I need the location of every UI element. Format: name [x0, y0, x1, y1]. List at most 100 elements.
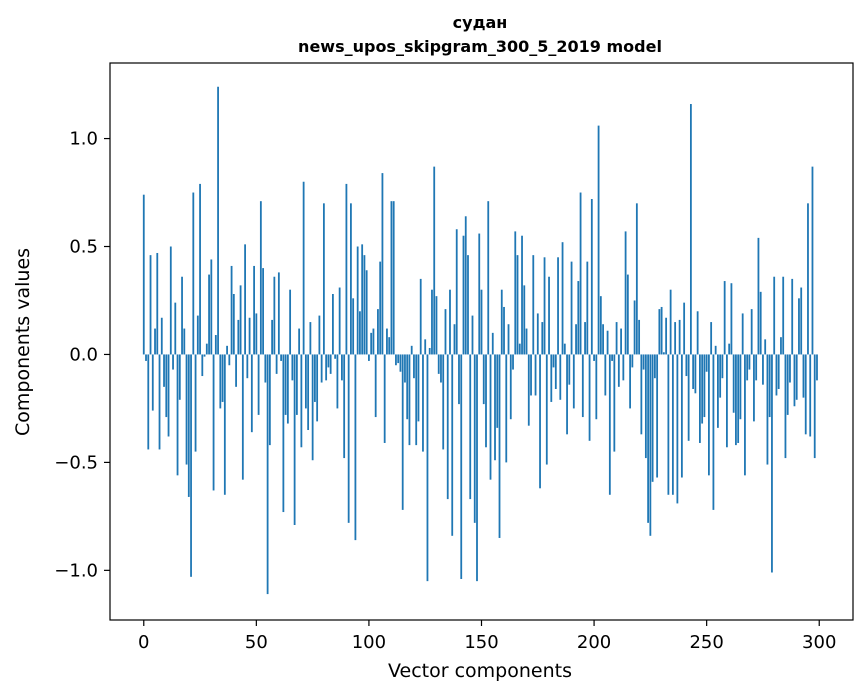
bar [268, 354, 271, 446]
bar [293, 354, 296, 525]
bar [566, 354, 568, 435]
bar [478, 233, 481, 355]
bar [401, 354, 404, 510]
bar [784, 354, 787, 459]
bar [543, 257, 546, 355]
bar [313, 354, 316, 402]
bar [717, 354, 719, 428]
bar [419, 278, 422, 355]
bar [735, 354, 737, 446]
bar [455, 229, 458, 355]
bar [210, 259, 213, 355]
bar [221, 354, 224, 402]
bar [802, 354, 805, 398]
bar [489, 354, 492, 480]
bar [793, 354, 796, 407]
bar [163, 354, 165, 387]
bar [674, 322, 677, 355]
bar [759, 291, 762, 355]
bar [507, 324, 510, 355]
bar [604, 354, 607, 396]
bar [480, 289, 483, 355]
bar [325, 354, 328, 381]
bar [748, 354, 751, 370]
y-axis-ticks: −1.0 −0.5 0.0 0.5 1.0 [54, 129, 110, 581]
bar [444, 309, 447, 355]
bar [370, 332, 373, 355]
bar [253, 265, 255, 355]
bar [381, 173, 384, 355]
bar [703, 354, 706, 418]
bar [147, 354, 150, 450]
bar [255, 313, 258, 355]
bar [525, 328, 528, 355]
bar [372, 328, 375, 355]
bar [764, 339, 767, 355]
x-tick-label: 50 [245, 632, 268, 653]
bar [232, 294, 235, 355]
x-tick-label: 300 [802, 632, 836, 653]
bar [354, 354, 357, 541]
bar [581, 354, 584, 418]
bar [151, 354, 154, 411]
bar [356, 246, 359, 355]
bar [259, 201, 262, 355]
bar [304, 354, 307, 409]
bar [201, 354, 204, 377]
bar [424, 339, 427, 355]
bar [631, 354, 634, 368]
bar [282, 354, 285, 513]
bar [205, 343, 208, 355]
bar [795, 354, 798, 400]
bar [590, 199, 593, 355]
bar [408, 354, 411, 446]
bar [442, 354, 445, 450]
bar [800, 287, 803, 355]
bar [298, 328, 301, 355]
bar [165, 354, 168, 418]
bar [183, 328, 186, 355]
bar [449, 289, 451, 355]
bar [568, 354, 571, 385]
bar [451, 354, 454, 536]
bar [214, 335, 217, 355]
bar [440, 354, 442, 383]
bar [277, 272, 280, 355]
bar [757, 237, 760, 355]
bar [316, 354, 319, 422]
bar [559, 354, 562, 400]
bar [248, 317, 251, 355]
bar [512, 354, 514, 370]
chart-subtitle: news_upos_skipgram_300_5_2019 model [298, 37, 662, 56]
bar [557, 257, 559, 355]
bar [217, 86, 219, 355]
bar [192, 192, 195, 355]
bar [633, 300, 636, 355]
bar [318, 315, 321, 355]
bar [377, 309, 379, 355]
bar [485, 354, 487, 448]
bar [768, 354, 771, 418]
bar [410, 345, 413, 355]
bar [388, 337, 391, 355]
bar [286, 354, 289, 424]
bar [584, 322, 586, 355]
bar [523, 285, 526, 355]
bar [264, 354, 267, 383]
bar [190, 354, 192, 577]
bar [658, 309, 661, 355]
bar [579, 192, 582, 355]
bar [530, 354, 532, 396]
bar [782, 276, 785, 355]
bar [762, 354, 764, 385]
bar [422, 354, 424, 452]
y-tick-label: 0.5 [69, 237, 98, 258]
bar [708, 354, 710, 476]
bar [514, 231, 517, 355]
bar [667, 354, 670, 495]
bar [347, 354, 350, 523]
bar [246, 354, 249, 379]
bar [338, 287, 341, 355]
bar [386, 328, 388, 355]
bar [437, 354, 440, 374]
